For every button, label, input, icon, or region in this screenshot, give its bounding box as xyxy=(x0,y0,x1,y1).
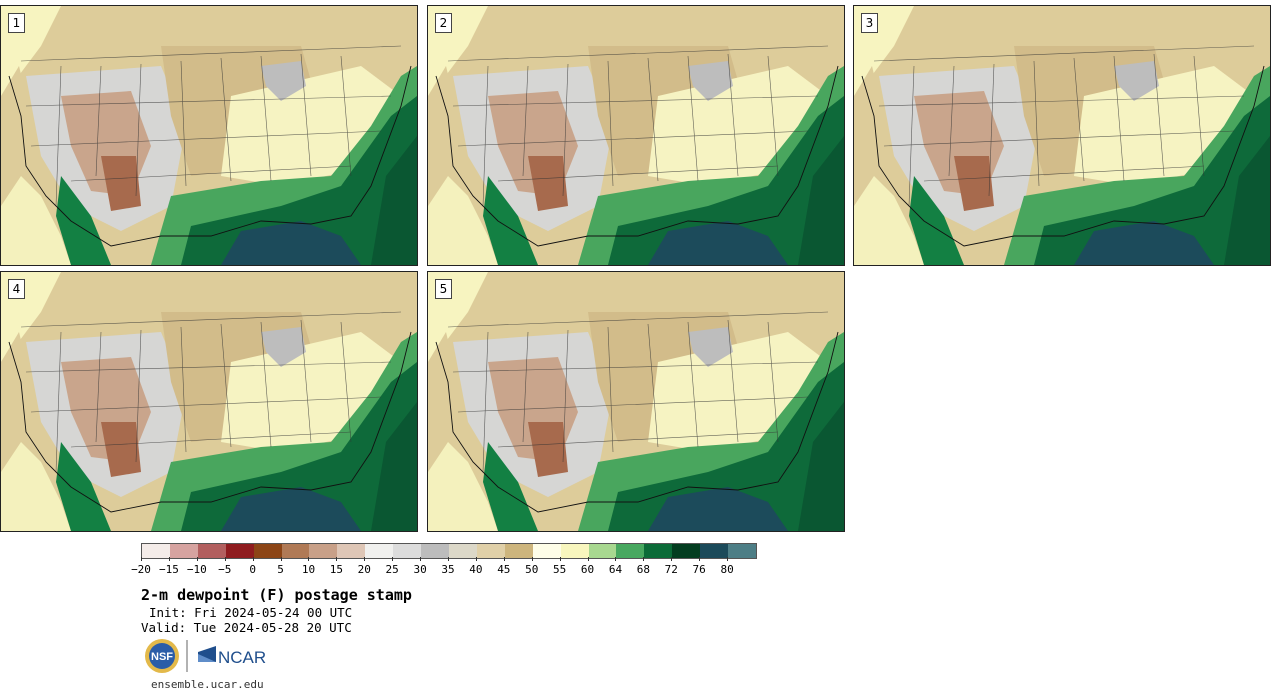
colorbar-tick xyxy=(503,557,505,561)
colorbar-swatch-12 xyxy=(476,544,505,558)
forecast-panel-4: 4 xyxy=(0,271,418,532)
colorbar-tick xyxy=(699,557,701,561)
dewpoint-map-1 xyxy=(1,6,417,265)
dewpoint-colorbar xyxy=(141,543,757,559)
colorbar-swatch-4 xyxy=(253,544,282,558)
colorbar-tick xyxy=(392,557,394,561)
colorbar-tick xyxy=(727,557,729,561)
colorbar-tick-label: 80 xyxy=(720,563,734,576)
colorbar-tick xyxy=(643,557,645,561)
colorbar-tick-label: 30 xyxy=(413,563,427,576)
colorbar-tick xyxy=(364,557,366,561)
colorbar-tick-label: 60 xyxy=(580,563,595,576)
colorbar-tick xyxy=(336,557,338,561)
colorbar-swatch-0 xyxy=(142,544,170,558)
panel-number-5: 5 xyxy=(435,279,452,299)
colorbar-swatch-14 xyxy=(532,544,561,558)
colorbar-tick-label: 64 xyxy=(608,563,623,576)
forecast-panel-5: 5 xyxy=(427,271,845,532)
colorbar-tick xyxy=(141,557,142,561)
init-time: Init: Fri 2024-05-24 00 UTC xyxy=(149,605,353,620)
colorbar-swatch-19 xyxy=(672,544,701,558)
colorbar-swatch-16 xyxy=(588,544,617,558)
colorbar-tick xyxy=(475,557,477,561)
colorbar-tick-label: −10 xyxy=(186,563,207,576)
colorbar-swatch-3 xyxy=(225,544,254,558)
colorbar-tick-label: 50 xyxy=(525,563,539,576)
site-url: ensemble.ucar.edu xyxy=(151,678,264,691)
colorbar-tick xyxy=(559,557,561,561)
colorbar-swatch-9 xyxy=(393,544,422,558)
colorbar-swatch-11 xyxy=(448,544,477,558)
colorbar-tick xyxy=(587,557,589,561)
nsf-logo-icon: NSF xyxy=(145,639,179,673)
panel-number-1: 1 xyxy=(8,13,25,33)
colorbar-tick-label: 10 xyxy=(301,563,316,576)
colorbar-tick-label: −15 xyxy=(158,563,179,576)
colorbar-swatch-17 xyxy=(616,544,645,558)
colorbar-tick xyxy=(308,557,310,561)
colorbar-tick-label: 20 xyxy=(357,563,371,576)
colorbar-tick-label: 25 xyxy=(385,563,399,576)
colorbar-ticks: −20 −15 −10 −5 0 5 10 15 20 25 30 35 40 45 50 55 60 64 68 7… xyxy=(131,557,757,579)
colorbar-tick-label: 68 xyxy=(636,563,650,576)
ncar-logo-icon: NCAR xyxy=(198,646,266,667)
logos: NSF NCAR xyxy=(145,639,266,673)
colorbar-swatch-6 xyxy=(309,544,338,558)
colorbar-swatch-15 xyxy=(560,544,589,558)
valid-time: Valid: Tue 2024-05-28 20 UTC xyxy=(141,620,352,635)
colorbar-swatch-7 xyxy=(337,544,366,558)
dewpoint-map-5 xyxy=(428,272,844,531)
colorbar-swatch-13 xyxy=(504,544,533,558)
colorbar-swatch-21 xyxy=(728,544,756,558)
colorbar-tick xyxy=(224,557,226,561)
colorbar-tick-label: 40 xyxy=(469,563,483,576)
colorbar-tick xyxy=(531,557,533,561)
panel-number-4: 4 xyxy=(8,279,25,299)
svg-text:NCAR: NCAR xyxy=(218,648,266,667)
colorbar-tick-label: 5 xyxy=(277,563,284,576)
colorbar-tick-label: 0 xyxy=(249,563,256,576)
svg-text:NSF: NSF xyxy=(151,651,173,663)
colorbar-swatch-1 xyxy=(169,544,198,558)
colorbar-tick xyxy=(615,557,617,561)
colorbar-tick-label: 45 xyxy=(497,563,511,576)
dewpoint-map-3 xyxy=(854,6,1270,265)
forecast-panel-3: 3 xyxy=(853,5,1271,266)
colorbar-tick xyxy=(671,557,673,561)
colorbar-tick xyxy=(420,557,422,561)
colorbar-tick-label: −5 xyxy=(218,563,232,576)
colorbar-swatch-20 xyxy=(700,544,729,558)
colorbar-tick-label: 76 xyxy=(692,563,706,576)
colorbar-tick xyxy=(252,557,254,561)
panel-number-2: 2 xyxy=(435,13,452,33)
colorbar-swatch-10 xyxy=(421,544,449,558)
colorbar-tick-label: 72 xyxy=(664,563,678,576)
colorbar-tick-label: 15 xyxy=(329,563,343,576)
colorbar-tick-label: 35 xyxy=(441,563,455,576)
colorbar-tick xyxy=(168,557,170,561)
colorbar-tick-label: 55 xyxy=(553,563,567,576)
colorbar-tick xyxy=(448,557,449,561)
forecast-panel-1: 1 xyxy=(0,5,418,266)
panel-number-3: 3 xyxy=(861,13,878,33)
colorbar-swatch-5 xyxy=(281,544,310,558)
colorbar-tick xyxy=(280,557,282,561)
colorbar-swatch-8 xyxy=(365,544,394,558)
forecast-panel-2: 2 xyxy=(427,5,845,266)
dewpoint-map-4 xyxy=(1,272,417,531)
dewpoint-map-2 xyxy=(428,6,844,265)
colorbar-swatch-18 xyxy=(644,544,673,558)
colorbar-tick xyxy=(196,557,198,561)
plot-title: 2-m dewpoint (F) postage stamp xyxy=(141,586,412,604)
colorbar-swatch-2 xyxy=(197,544,226,558)
colorbar-tick-label: −20 xyxy=(131,563,151,576)
